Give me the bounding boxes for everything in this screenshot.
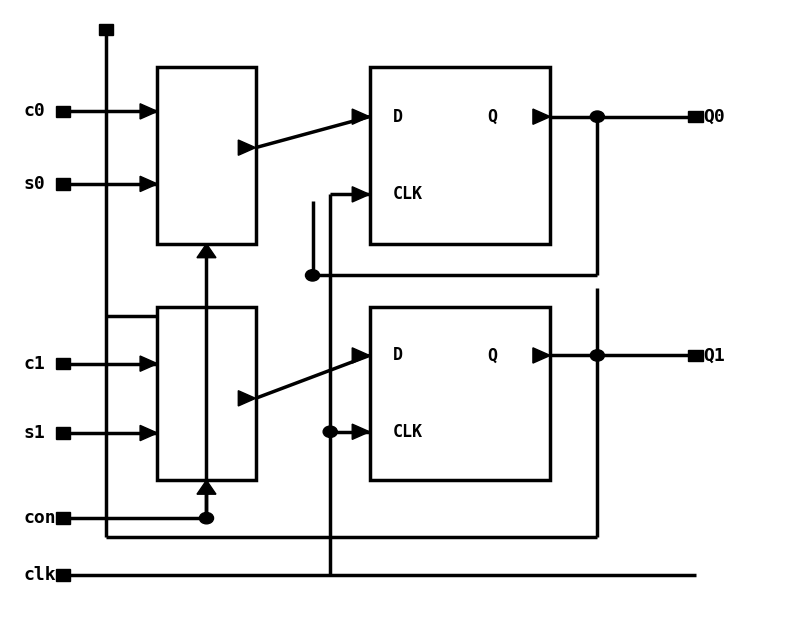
Polygon shape: [353, 424, 369, 440]
Bar: [56, 512, 70, 524]
Bar: [56, 427, 70, 439]
Polygon shape: [533, 109, 550, 125]
Polygon shape: [238, 390, 256, 406]
Text: s1: s1: [24, 424, 45, 442]
Polygon shape: [533, 348, 550, 363]
Polygon shape: [197, 244, 216, 258]
Text: Q1: Q1: [703, 346, 725, 364]
Text: CLK: CLK: [393, 185, 423, 203]
Polygon shape: [140, 356, 157, 371]
Text: D: D: [393, 108, 403, 126]
Bar: [688, 350, 703, 361]
Polygon shape: [197, 481, 216, 494]
Text: c0: c0: [24, 102, 45, 120]
Text: D: D: [393, 346, 403, 364]
Circle shape: [590, 350, 604, 361]
Text: Q0: Q0: [703, 108, 725, 126]
Bar: [157, 67, 256, 244]
Polygon shape: [353, 348, 369, 363]
Bar: [56, 178, 70, 190]
Polygon shape: [140, 104, 157, 119]
Text: s0: s0: [24, 175, 45, 193]
Polygon shape: [353, 187, 369, 202]
Circle shape: [590, 111, 604, 122]
Text: CLK: CLK: [393, 423, 423, 441]
Polygon shape: [353, 109, 369, 125]
Bar: [56, 105, 70, 117]
Bar: [56, 569, 70, 581]
Bar: [157, 307, 256, 481]
Circle shape: [323, 426, 337, 438]
Text: Q: Q: [488, 346, 497, 364]
Text: Q: Q: [488, 108, 497, 126]
Circle shape: [306, 270, 320, 281]
Bar: [369, 67, 550, 244]
Polygon shape: [140, 176, 157, 192]
Text: c1: c1: [24, 355, 45, 373]
Bar: [369, 307, 550, 481]
Text: clk: clk: [24, 566, 56, 584]
Polygon shape: [140, 426, 157, 441]
Text: con: con: [24, 509, 56, 527]
Bar: [99, 24, 114, 35]
Polygon shape: [238, 140, 256, 155]
Bar: [688, 111, 703, 122]
Bar: [56, 358, 70, 369]
Circle shape: [199, 512, 214, 524]
